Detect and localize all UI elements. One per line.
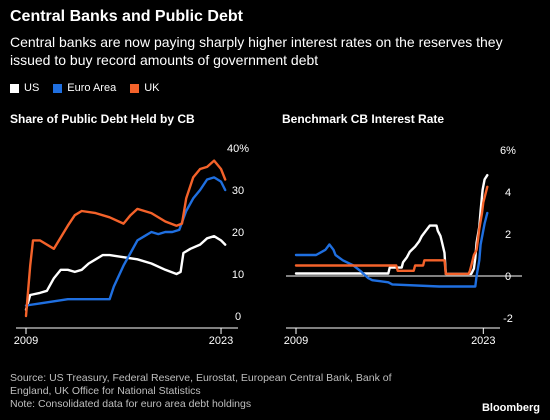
legend-item-uk: UK xyxy=(130,82,159,94)
legend: US Euro Area UK xyxy=(10,82,159,94)
y-tick-label: 10 xyxy=(232,269,244,281)
bloomberg-logo: Bloomberg xyxy=(481,402,540,414)
legend-item-us: US xyxy=(10,82,39,94)
y-tick-label: 0 xyxy=(505,271,511,283)
y-tick-label: 20 xyxy=(232,227,244,239)
series-line-us xyxy=(24,235,227,311)
series-line-uk xyxy=(294,185,489,276)
y-tick-label: 4 xyxy=(505,187,511,199)
legend-item-euro-area: Euro Area xyxy=(53,82,116,94)
chart-subtitle: Central banks are now paying sharply hig… xyxy=(10,34,503,68)
y-tick-label: 30 xyxy=(232,185,244,197)
series-line-uk xyxy=(24,159,227,318)
source-line-3: Note: Consolidated data for euro area de… xyxy=(10,398,252,410)
panel-title-interest-rate: Benchmark CB Interest Rate xyxy=(282,112,445,126)
x-tick-label: 2009 xyxy=(14,335,38,347)
y-tick-label: 2 xyxy=(505,229,511,241)
legend-swatch-uk xyxy=(130,83,140,93)
x-tick-label: 2009 xyxy=(284,335,308,347)
panel-title-debt-share: Share of Public Debt Held by CB xyxy=(10,112,195,126)
chart-title: Central Banks and Public Debt xyxy=(10,8,243,25)
source-line-2: England, UK Office for National Statisti… xyxy=(10,385,201,397)
legend-label-euro-area: Euro Area xyxy=(67,82,117,94)
y-tick-label: -2 xyxy=(503,313,513,325)
legend-label-uk: UK xyxy=(144,82,160,94)
source-line-1: Source: US Treasury, Federal Reserve, Eu… xyxy=(10,372,392,384)
y-tick-label: 0 xyxy=(235,311,241,323)
panel-debt-share: 40% 30 20 10 0 2009 2023 xyxy=(14,143,249,347)
series-line-us xyxy=(294,174,489,276)
legend-swatch-euro-area xyxy=(53,83,63,93)
y-tick-label: 6% xyxy=(500,145,516,157)
series-line-euro-area xyxy=(24,176,227,307)
legend-label-us: US xyxy=(24,82,40,94)
y-tick-label: 40% xyxy=(227,143,249,155)
x-tick-label: 2023 xyxy=(471,335,495,347)
panel-interest-rate: 6% 4 2 0 -2 2009 2023 xyxy=(284,145,522,347)
source-note: Source: US Treasury, Federal Reserve, Eu… xyxy=(10,372,450,411)
series-line-euro-area xyxy=(294,211,489,288)
legend-swatch-us xyxy=(10,83,19,93)
x-tick-label: 2023 xyxy=(209,335,233,347)
